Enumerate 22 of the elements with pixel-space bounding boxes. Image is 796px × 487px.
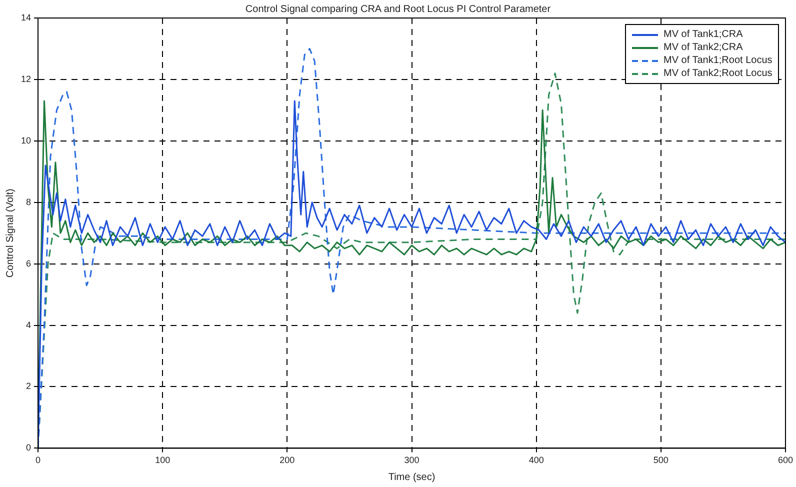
y-tick-label: 4 bbox=[26, 320, 32, 330]
x-tick-label: 100 bbox=[155, 455, 170, 466]
x-tick-label: 200 bbox=[280, 455, 295, 466]
legend-label: MV of Tank2;Root Locus bbox=[663, 67, 772, 80]
x-tick-label: 300 bbox=[404, 455, 420, 466]
y-tick-label: 12 bbox=[20, 74, 32, 84]
legend-label: MV of Tank1;Root Locus bbox=[663, 54, 772, 67]
y-tick-label: 6 bbox=[26, 258, 32, 268]
x-axis-title: Time (sec) bbox=[388, 472, 436, 483]
y-tick-label: 14 bbox=[20, 12, 32, 22]
x-tick-label: 0 bbox=[36, 455, 41, 466]
y-tick-label: 2 bbox=[26, 381, 32, 392]
y-tick-label: 10 bbox=[20, 135, 32, 146]
x-tick-label: 400 bbox=[528, 455, 544, 466]
y-axis-title: Control Signal (Volt) bbox=[4, 188, 16, 278]
chart-title: Control Signal comparing CRA and Root Locus PI Control Parameter bbox=[245, 4, 551, 15]
y-tick-label: 8 bbox=[26, 196, 32, 207]
legend-label: MV of Tank1;CRA bbox=[663, 28, 743, 41]
y-tick-label: 0 bbox=[26, 442, 32, 453]
x-tick-label: 600 bbox=[778, 455, 794, 466]
legend-label: MV of Tank2;CRA bbox=[663, 41, 743, 54]
x-tick-label: 500 bbox=[653, 455, 668, 466]
